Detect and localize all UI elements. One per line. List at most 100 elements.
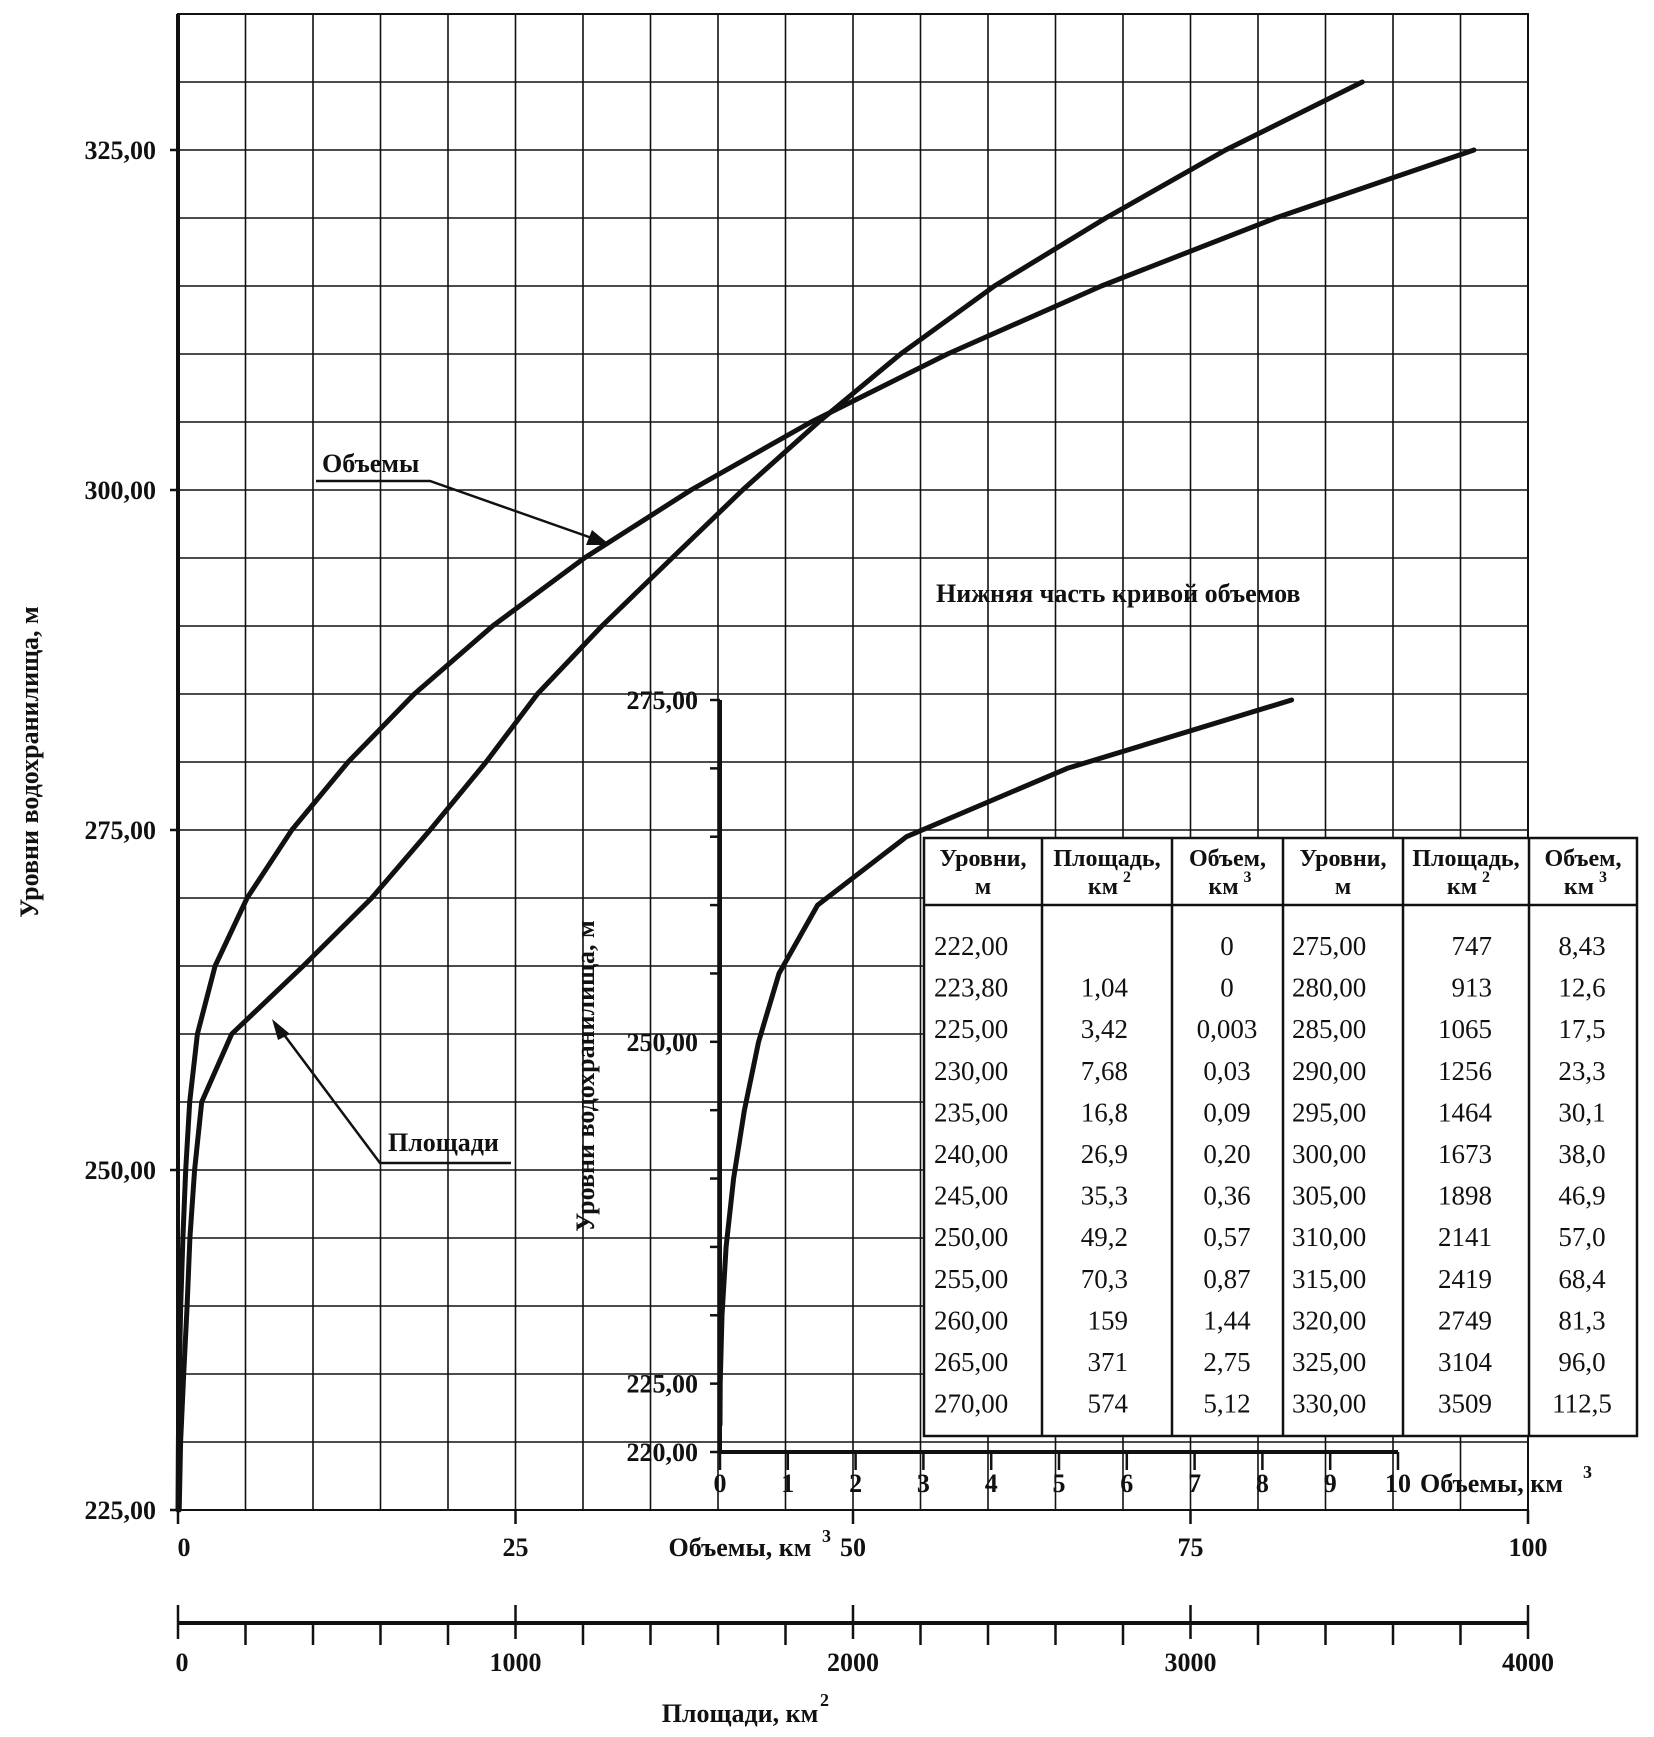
table-header-unit-sup: 2 <box>1123 869 1131 886</box>
inset-x-tick-label: 0 <box>714 1469 727 1498</box>
table-cell: 320,00 <box>1292 1305 1366 1335</box>
table-header-unit: км <box>1564 874 1594 900</box>
table-cell: 159 <box>1088 1305 1129 1335</box>
table-cell: 913 <box>1452 973 1493 1003</box>
area-tick-label: 1000 <box>490 1648 542 1677</box>
inset-x-axis-title: Объемы, км <box>1420 1469 1563 1498</box>
inset-x-tick-label: 6 <box>1120 1469 1133 1498</box>
x-tick-label: 75 <box>1178 1533 1204 1562</box>
table-cell: 12,6 <box>1558 973 1605 1003</box>
table-cell: 240,00 <box>934 1139 1008 1169</box>
table-cell: 49,2 <box>1081 1222 1128 1252</box>
table-header-label: Объем, <box>1544 846 1621 872</box>
table-cell: 223,80 <box>934 973 1008 1003</box>
table-cell: 112,5 <box>1552 1389 1612 1419</box>
table-cell: 1464 <box>1438 1097 1493 1127</box>
table-cell: 250,00 <box>934 1222 1008 1252</box>
table-header-unit-sup: 3 <box>1599 869 1607 886</box>
table-cell: 81,3 <box>1558 1305 1605 1335</box>
inset-title: Нижняя часть кривой объемов <box>936 579 1300 608</box>
table-cell: 310,00 <box>1292 1222 1366 1252</box>
x-axis-title: Объемы, км <box>669 1533 812 1562</box>
table-cell: 1,44 <box>1203 1305 1251 1335</box>
inset-x-tick-label: 4 <box>985 1469 998 1498</box>
table-header-label: Уровни, <box>939 846 1026 872</box>
table-cell: 68,4 <box>1558 1264 1606 1294</box>
table-cell: 0 <box>1220 973 1234 1003</box>
series-area-curve <box>176 79 1365 1513</box>
table-cell: 290,00 <box>1292 1056 1366 1086</box>
table-cell: 7,68 <box>1081 1056 1128 1086</box>
table-cell: 260,00 <box>934 1305 1008 1335</box>
table-cell: 574 <box>1088 1389 1129 1419</box>
table-cell: 0,09 <box>1203 1097 1250 1127</box>
table-cell: 1256 <box>1438 1056 1492 1086</box>
table-cell: 300,00 <box>1292 1139 1366 1169</box>
table-cell: 3,42 <box>1081 1014 1128 1044</box>
table-cell: 0,57 <box>1203 1222 1250 1252</box>
annotation-volumes-arrow <box>586 530 610 545</box>
table-cell: 265,00 <box>934 1347 1008 1377</box>
table-header-unit: км <box>1208 874 1238 900</box>
table-cell: 35,3 <box>1081 1181 1128 1211</box>
x-axis-title-sup: 3 <box>822 1526 831 1546</box>
table-cell: 3104 <box>1438 1347 1493 1377</box>
table-cell: 747 <box>1452 931 1493 961</box>
table-cell: 1065 <box>1438 1014 1492 1044</box>
inset-x-tick-label: 9 <box>1324 1469 1337 1498</box>
table-header-label: Площадь, <box>1412 846 1519 872</box>
area-tick-label: 0 <box>176 1648 189 1677</box>
x-tick-label: 100 <box>1509 1533 1548 1562</box>
table-cell: 0,87 <box>1203 1264 1250 1294</box>
y-tick-label: 325,00 <box>85 136 157 165</box>
table-cell: 8,43 <box>1558 931 1605 961</box>
table-cell: 235,00 <box>934 1097 1008 1127</box>
y-tick-label: 275,00 <box>85 816 157 845</box>
table-cell: 26,9 <box>1081 1139 1128 1169</box>
annotation-areas: Площади <box>388 1128 499 1157</box>
table-cell: 245,00 <box>934 1181 1008 1211</box>
table-header-unit: км <box>1447 874 1477 900</box>
y-tick-label: 250,00 <box>85 1156 157 1185</box>
table-cell: 0 <box>1220 931 1234 961</box>
table-cell: 30,1 <box>1558 1097 1605 1127</box>
table-cell: 2,75 <box>1203 1347 1250 1377</box>
inset-y-tick-label: 275,00 <box>627 686 699 715</box>
inset-x-tick-label: 10 <box>1385 1469 1411 1498</box>
annotation-areas-leader <box>274 1023 511 1165</box>
table-header-label: Площадь, <box>1053 846 1160 872</box>
table-cell: 70,3 <box>1081 1264 1128 1294</box>
y-tick-label: 225,00 <box>85 1496 157 1525</box>
inset-y-tick-label: 225,00 <box>627 1370 699 1399</box>
inset-chart: Нижняя часть кривой объемов 220,00 225,00 2… <box>571 579 1592 1498</box>
table-cell: 0,36 <box>1203 1181 1250 1211</box>
table-header-unit: м <box>1335 874 1351 900</box>
table-header-label: Уровни, <box>1299 846 1386 872</box>
table-cell: 23,3 <box>1558 1056 1605 1086</box>
area-axis-title: Площади, км <box>662 1699 819 1728</box>
table-cell: 1673 <box>1438 1139 1492 1169</box>
inset-y-tick-label: 250,00 <box>627 1028 699 1057</box>
main-axes: 225,00 250,00 275,00 300,00 325,00 Уровни вод… <box>15 14 1554 1728</box>
table-header-label: Объем, <box>1189 846 1266 872</box>
table-cell: 3509 <box>1438 1389 1492 1419</box>
annotations: Объемы Площади <box>272 449 610 1165</box>
area-tick-label: 3000 <box>1165 1648 1217 1677</box>
area-tick-label: 2000 <box>827 1648 879 1677</box>
table-cell: 1898 <box>1438 1181 1492 1211</box>
table-cell: 17,5 <box>1558 1014 1605 1044</box>
inset-x-axis-title-sup: 3 <box>1583 1462 1592 1482</box>
table-cell: 280,00 <box>1292 973 1366 1003</box>
annotation-volumes-leader <box>316 479 607 545</box>
table-cell: 2141 <box>1438 1222 1492 1252</box>
x-tick-label: 25 <box>503 1533 529 1562</box>
annotation-volumes: Объемы <box>322 449 419 478</box>
table-cell: 16,8 <box>1081 1097 1128 1127</box>
table-cell: 96,0 <box>1558 1347 1605 1377</box>
table-cell: 222,00 <box>934 931 1008 961</box>
inset-volume-curve <box>717 697 1295 1428</box>
table-cell: 46,9 <box>1558 1181 1605 1211</box>
table-cell: 230,00 <box>934 1056 1008 1086</box>
inset-y-tick-label: 220,00 <box>627 1438 699 1467</box>
